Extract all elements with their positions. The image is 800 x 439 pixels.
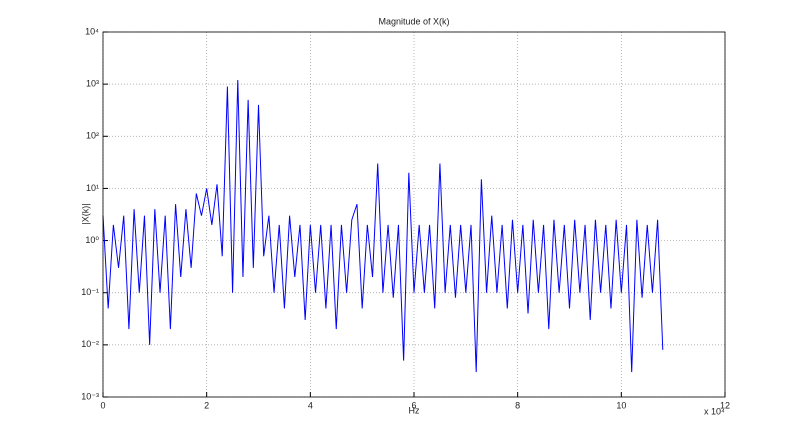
x-tick-label: 12 [720,400,730,410]
chart-title: Magnitude of X(k) [378,16,449,26]
y-tick-label: 10⁴ [85,26,99,36]
y-tick-label: 10³ [86,79,99,89]
series-line [102,79,664,373]
y-tick-label: 10⁰ [85,235,99,245]
plot-frame [102,31,726,398]
y-tick-label: 10¹ [86,183,99,193]
x-multiplier: x 10⁴ [704,406,725,416]
y-tick-label: 10² [86,131,99,141]
x-tick-label: 10 [616,400,626,410]
x-tick-label: 6 [411,400,416,410]
y-tick-label: 10⁻¹ [81,287,99,297]
x-tick-label: 2 [204,400,209,410]
y-tick-label: 10⁻² [81,339,99,349]
y-axis-label: |X(k)| [80,203,90,224]
x-tick-label: 4 [308,400,313,410]
y-tick-label: 10⁻³ [81,391,99,401]
x-axis-label: Hz [409,405,420,415]
x-tick-label: 0 [100,400,105,410]
x-tick-label: 8 [515,400,520,410]
